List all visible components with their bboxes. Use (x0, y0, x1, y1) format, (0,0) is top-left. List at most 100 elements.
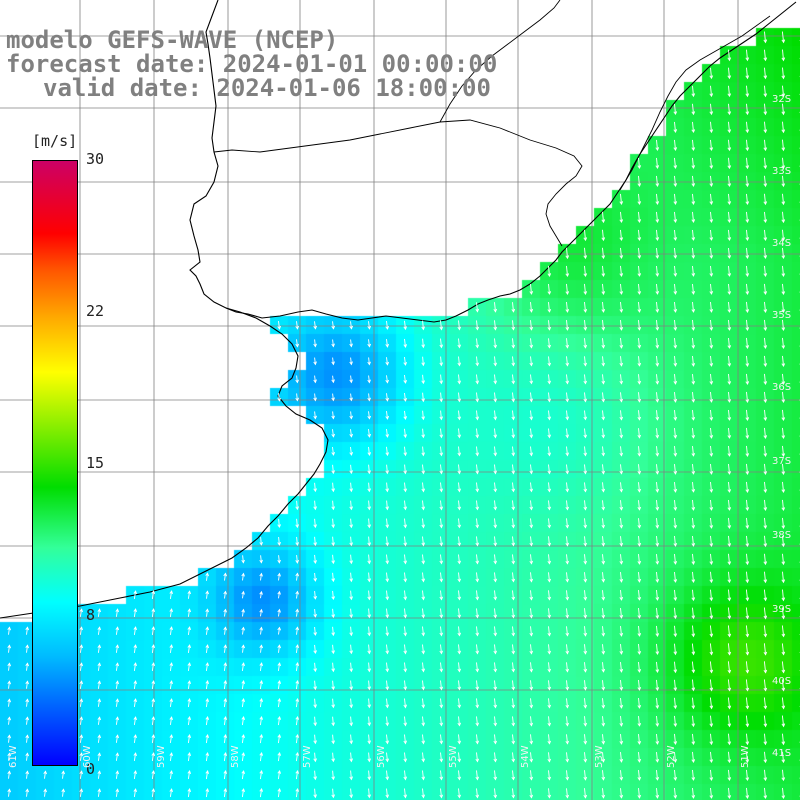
wind-arrow (529, 590, 534, 601)
wind-arrow (745, 715, 750, 728)
wind-arrow (619, 410, 624, 421)
wind-arrow (385, 393, 390, 402)
wind-arrow (619, 392, 624, 403)
wind-arrow (763, 481, 768, 494)
wind-arrow (475, 356, 480, 367)
wind-arrow (529, 626, 534, 637)
wind-arrow (475, 446, 480, 457)
wind-arrow (655, 320, 660, 331)
lon-label: 55W (448, 745, 459, 768)
wind-arrow (637, 697, 642, 709)
wind-arrow (583, 554, 588, 565)
wind-arrow (295, 608, 300, 617)
wind-arrow (511, 554, 516, 565)
wind-arrow (205, 662, 210, 671)
wind-arrow (421, 536, 426, 547)
wind-arrow (565, 662, 570, 673)
wind-arrow (79, 788, 84, 797)
wind-arrow (7, 770, 12, 779)
wind-arrow (727, 769, 732, 782)
wind-arrow (97, 662, 102, 671)
wind-arrow (151, 770, 156, 779)
wind-arrow (133, 716, 138, 725)
wind-arrow (25, 770, 30, 779)
coastline-south-america (0, 0, 329, 619)
wind-arrow (133, 626, 138, 635)
wind-arrow (367, 464, 372, 475)
wind-arrow (583, 265, 588, 278)
wind-arrow (475, 752, 480, 763)
wind-arrow (601, 680, 606, 691)
wind-arrow (763, 175, 768, 188)
wind-arrow (619, 428, 624, 439)
wind-arrow (97, 788, 102, 797)
wind-arrow (691, 446, 696, 457)
wind-arrow (655, 175, 660, 188)
wind-arrow (277, 733, 282, 744)
wind-arrow (565, 770, 570, 781)
wind-arrow (727, 337, 732, 349)
wind-arrow (511, 320, 516, 331)
wind-arrow (457, 608, 462, 619)
wind-arrow (331, 752, 336, 763)
wind-arrow (727, 607, 732, 620)
wind-arrow (331, 716, 336, 727)
wind-arrow (367, 357, 371, 366)
wind-arrow (655, 301, 660, 313)
wind-arrow (511, 536, 516, 547)
wind-arrow (691, 247, 696, 259)
wind-arrow (313, 662, 318, 673)
wind-arrow (349, 752, 354, 763)
wind-arrow (403, 770, 408, 781)
wind-arrow (781, 85, 786, 98)
wind-arrow (601, 788, 606, 799)
wind-arrow (727, 661, 732, 674)
wind-arrow (25, 680, 30, 689)
wind-arrow (529, 302, 534, 313)
wind-arrow (691, 464, 696, 475)
wind-arrow (493, 572, 498, 583)
wind-arrow (349, 482, 354, 493)
wind-arrow (745, 283, 750, 296)
wind-arrow (781, 607, 786, 620)
wind-arrow (421, 320, 426, 331)
wind-arrow (709, 769, 714, 782)
wind-arrow (475, 518, 480, 529)
wind-arrow (529, 788, 534, 799)
wind-arrow (745, 337, 750, 350)
wind-arrow (313, 644, 318, 655)
wind-arrow (565, 572, 570, 583)
wind-arrow (529, 392, 534, 403)
wind-arrow (7, 662, 12, 671)
wind-arrow (115, 752, 120, 761)
wind-arrow (655, 211, 660, 224)
wind-arrow (205, 734, 210, 744)
wind-arrow (637, 446, 642, 457)
wind-arrow (331, 626, 336, 637)
wind-arrow (709, 553, 714, 566)
wind-arrow (439, 464, 444, 475)
colorbar-tick-30: 30 (86, 150, 105, 168)
wind-arrow (583, 626, 588, 637)
wind-arrow (475, 482, 480, 493)
wind-arrow (421, 428, 426, 439)
wind-arrow (709, 589, 714, 602)
wind-arrow (745, 625, 750, 638)
wind-arrow (25, 626, 30, 635)
wind-arrow (673, 769, 678, 781)
wind-arrow (727, 715, 732, 728)
wind-arrow (349, 393, 353, 402)
wind-arrow (781, 499, 786, 512)
wind-arrow (691, 265, 696, 277)
wind-arrow (367, 572, 372, 583)
wind-arrow (583, 752, 588, 763)
wind-arrow (763, 139, 768, 152)
wind-arrow (151, 662, 156, 671)
wind-arrow (187, 644, 192, 653)
wind-arrow (709, 301, 714, 313)
wind-arrow (709, 229, 714, 241)
wind-arrow (745, 409, 750, 422)
wind-arrow (241, 644, 246, 653)
wind-arrow (745, 553, 750, 566)
wind-arrow (727, 247, 732, 259)
